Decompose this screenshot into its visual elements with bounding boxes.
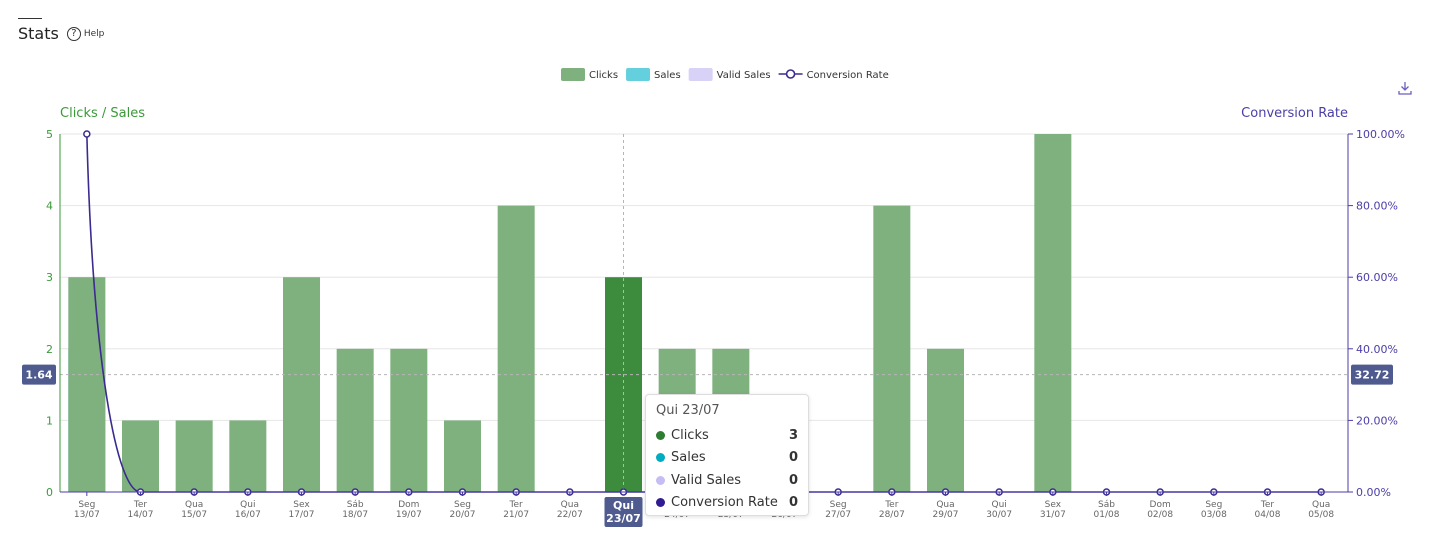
clicks-bar	[175, 420, 213, 492]
x-tick-highlight	[604, 497, 643, 527]
x-tick-label: Seg 20/07	[450, 500, 476, 520]
tooltip-row: Sales 0	[656, 447, 798, 470]
tooltip-row: Valid Sales 0	[656, 469, 798, 492]
x-tick-label: Dom 19/07	[396, 500, 422, 520]
x-tick-label: Qui 30/07	[986, 500, 1012, 520]
x-tick-label: Qui 16/07	[235, 500, 261, 520]
x-tick-label: Ter 21/07	[503, 500, 529, 520]
x-tick-label: Qua 22/07	[557, 500, 583, 520]
legend-label: Valid Sales	[717, 70, 771, 81]
crosshair-right-value: 32.72	[1355, 369, 1390, 382]
clicks-bar	[336, 348, 374, 492]
clicks-bar	[68, 277, 106, 492]
tooltip-row: Conversion Rate 0	[656, 492, 798, 515]
chart-tooltip: Qui 23/07 Clicks 3 Sales 0 Valid Sales 0…	[645, 394, 809, 516]
conversion-rate-dot-icon	[656, 498, 665, 508]
bars	[68, 134, 1072, 492]
x-tick-label: Sáb 01/08	[1094, 500, 1120, 520]
y-right-tick-label: 20.00%	[1356, 414, 1398, 427]
valid-sales-dot-icon	[656, 475, 665, 485]
help-link[interactable]: ? Help	[66, 26, 105, 41]
x-tick-label: Qua 29/07	[933, 500, 959, 520]
x-tick-label: Qua 05/08	[1308, 500, 1334, 520]
y-right-tick-label: 0.00%	[1356, 486, 1391, 499]
legend: Clicks Sales Valid Sales Conversion Rate	[561, 68, 889, 81]
tooltip-title: Qui 23/07	[656, 403, 720, 418]
legend-label: Conversion Rate	[807, 70, 889, 81]
tooltip-label: Sales	[671, 450, 706, 466]
clicks-bar	[283, 277, 320, 492]
clicks-bar	[229, 420, 267, 492]
y-axis-left-label: Clicks / Sales	[60, 106, 145, 121]
y-left-tick-label: 1	[46, 414, 53, 427]
x-tick-label: Qua 15/07	[181, 500, 207, 520]
tooltip-value: 3	[788, 427, 798, 443]
x-tick-label: Ter 04/08	[1255, 500, 1281, 520]
crosshair-left-value: 1.64	[25, 369, 52, 382]
legend-swatch	[561, 68, 585, 81]
y-left-tick-label: 3	[46, 271, 53, 284]
tooltip-label: Valid Sales	[671, 472, 742, 488]
x-tick-label: Dom 02/08	[1147, 500, 1173, 520]
help-icon: ?	[66, 26, 81, 41]
clicks-bar	[873, 205, 911, 492]
x-axis-ticks: Seg 13/07 Ter 14/07 Qua 15/07 Qui 16/07 Sex 17/07…	[74, 492, 1334, 527]
x-tick-label: Ter 14/07	[128, 500, 154, 520]
y-axis-right-label: Conversion Rate	[1241, 106, 1348, 121]
x-tick-label: Seg 27/07	[825, 500, 851, 520]
conversion-rate-point	[83, 130, 91, 138]
y-right-tick-label: 40.00%	[1356, 343, 1398, 356]
clicks-dot-icon	[656, 430, 665, 440]
crosshair: 1.64 32.72	[22, 134, 1393, 492]
grid	[60, 133, 1348, 421]
clicks-bar	[1034, 134, 1072, 492]
tooltip-label: Conversion Rate	[671, 495, 778, 511]
tooltip-value: 0	[788, 450, 798, 466]
download-icon[interactable]	[1397, 80, 1413, 96]
x-tick-label: Ter 28/07	[879, 500, 905, 520]
help-label: Help	[83, 28, 105, 39]
tooltip-value: 0	[788, 472, 798, 488]
header-rule	[18, 18, 42, 19]
clicks-bar	[927, 348, 964, 492]
sales-dot-icon	[656, 453, 665, 463]
x-tick-label: Sáb 18/07	[342, 500, 368, 520]
header: Stats ? Help	[18, 24, 104, 43]
y-left-tick-label: 0	[46, 486, 53, 499]
tooltip-row: Clicks 3	[656, 424, 798, 447]
y-right-tick-label: 100.00%	[1356, 128, 1405, 141]
clicks-bar	[390, 348, 428, 492]
legend-label: Sales	[654, 70, 681, 81]
tooltip-label: Clicks	[671, 427, 709, 443]
axes: 0 1 2 3 4 5 0.00% 20.00% 40.00% 60.00% 80.00% 100.0…	[46, 128, 1405, 499]
clicks-bar	[444, 420, 481, 492]
legend-label: Clicks	[589, 70, 618, 81]
x-tick-label: Seg 03/08	[1201, 500, 1227, 520]
x-tick-label: Qui 23/07	[606, 499, 641, 525]
y-left-tick-label: 4	[46, 200, 53, 213]
legend-swatch	[626, 68, 651, 81]
y-right-tick-label: 60.00%	[1356, 271, 1398, 284]
y-left-tick-label: 5	[46, 128, 53, 141]
y-right-tick-label: 80.00%	[1356, 200, 1398, 213]
legend-line-marker	[785, 69, 796, 79]
crosshair-left-badge	[22, 364, 56, 385]
x-tick-label: Sex 31/07	[1040, 500, 1066, 520]
tooltip-value: 0	[788, 495, 798, 511]
legend-swatch	[688, 68, 713, 81]
clicks-bar	[497, 205, 535, 492]
crosshair-right-badge	[1351, 364, 1393, 385]
y-left-tick-label: 2	[46, 343, 53, 356]
x-tick-label: Seg 13/07	[74, 500, 100, 520]
x-tick-label: Sex 17/07	[289, 500, 315, 520]
clicks-bar	[605, 277, 642, 492]
page-title: Stats	[18, 24, 59, 43]
